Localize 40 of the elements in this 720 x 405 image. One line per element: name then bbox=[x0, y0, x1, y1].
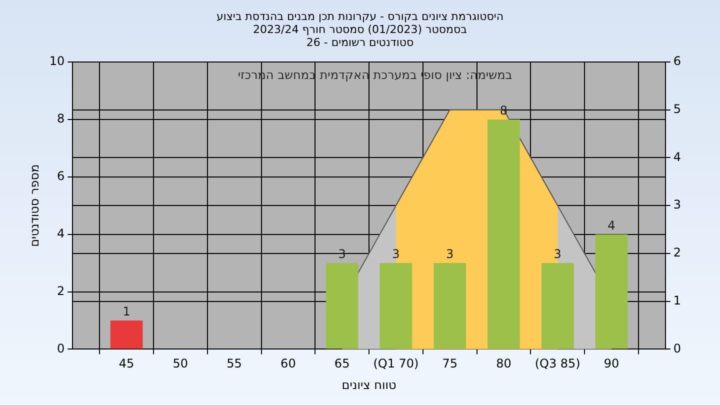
bar bbox=[434, 263, 466, 349]
bar bbox=[488, 119, 520, 349]
x-tick-label: (Q1 70) bbox=[373, 356, 419, 371]
data-label: 3 bbox=[554, 247, 562, 262]
x-tick-label: 65 bbox=[334, 356, 350, 371]
x-tick-label: 60 bbox=[280, 356, 296, 371]
chart-title: היסטוגרמת ציונים בקורס - עקרונות תכן מבנים בהנדסת ביצוע bbox=[215, 10, 505, 23]
x-tick-label: 45 bbox=[118, 356, 134, 371]
x-tick-label: 75 bbox=[442, 356, 458, 371]
y2-tick-label: 6 bbox=[673, 54, 682, 68]
data-label: 1 bbox=[122, 304, 130, 319]
y2-tick-label: 1 bbox=[673, 293, 682, 308]
x-tick-label: 80 bbox=[496, 356, 512, 371]
x-tick-label: 50 bbox=[172, 356, 188, 371]
x-axis-title: טווח ציונים bbox=[342, 378, 396, 392]
bar bbox=[110, 320, 143, 349]
y-tick-label: 2 bbox=[57, 284, 65, 298]
y-tick-label: 6 bbox=[57, 169, 65, 184]
chart-subtitle: בסמסטר (01/2023) סמסטר חורף 2023/24 סטודנטים רשומים - 26 bbox=[252, 23, 468, 49]
x-tick-label: (Q3 85) bbox=[534, 356, 580, 371]
bar bbox=[326, 263, 358, 349]
y-tick-label: 4 bbox=[57, 226, 65, 240]
y2-tick-label: 0 bbox=[673, 341, 682, 356]
x-tick-label: 90 bbox=[604, 356, 620, 371]
y-tick-label: 0 bbox=[57, 341, 65, 356]
data-label: 4 bbox=[608, 218, 616, 232]
y2-tick-label: 4 bbox=[673, 150, 682, 164]
y2-tick-label: 3 bbox=[673, 198, 682, 212]
bar bbox=[595, 234, 628, 349]
y-tick-label: 10 bbox=[49, 54, 65, 68]
y2-tick-label: 5 bbox=[673, 102, 682, 116]
bar bbox=[380, 263, 412, 349]
data-label: 3 bbox=[392, 247, 400, 262]
bar bbox=[541, 263, 574, 349]
data-label: 3 bbox=[446, 247, 454, 262]
y-axis-title: מספר סטודנטים bbox=[27, 164, 42, 247]
data-label: 8 bbox=[500, 104, 508, 118]
y-tick-label: 8 bbox=[57, 112, 65, 126]
x-tick-label: 55 bbox=[226, 356, 242, 371]
y2-tick-label: 2 bbox=[673, 246, 682, 260]
